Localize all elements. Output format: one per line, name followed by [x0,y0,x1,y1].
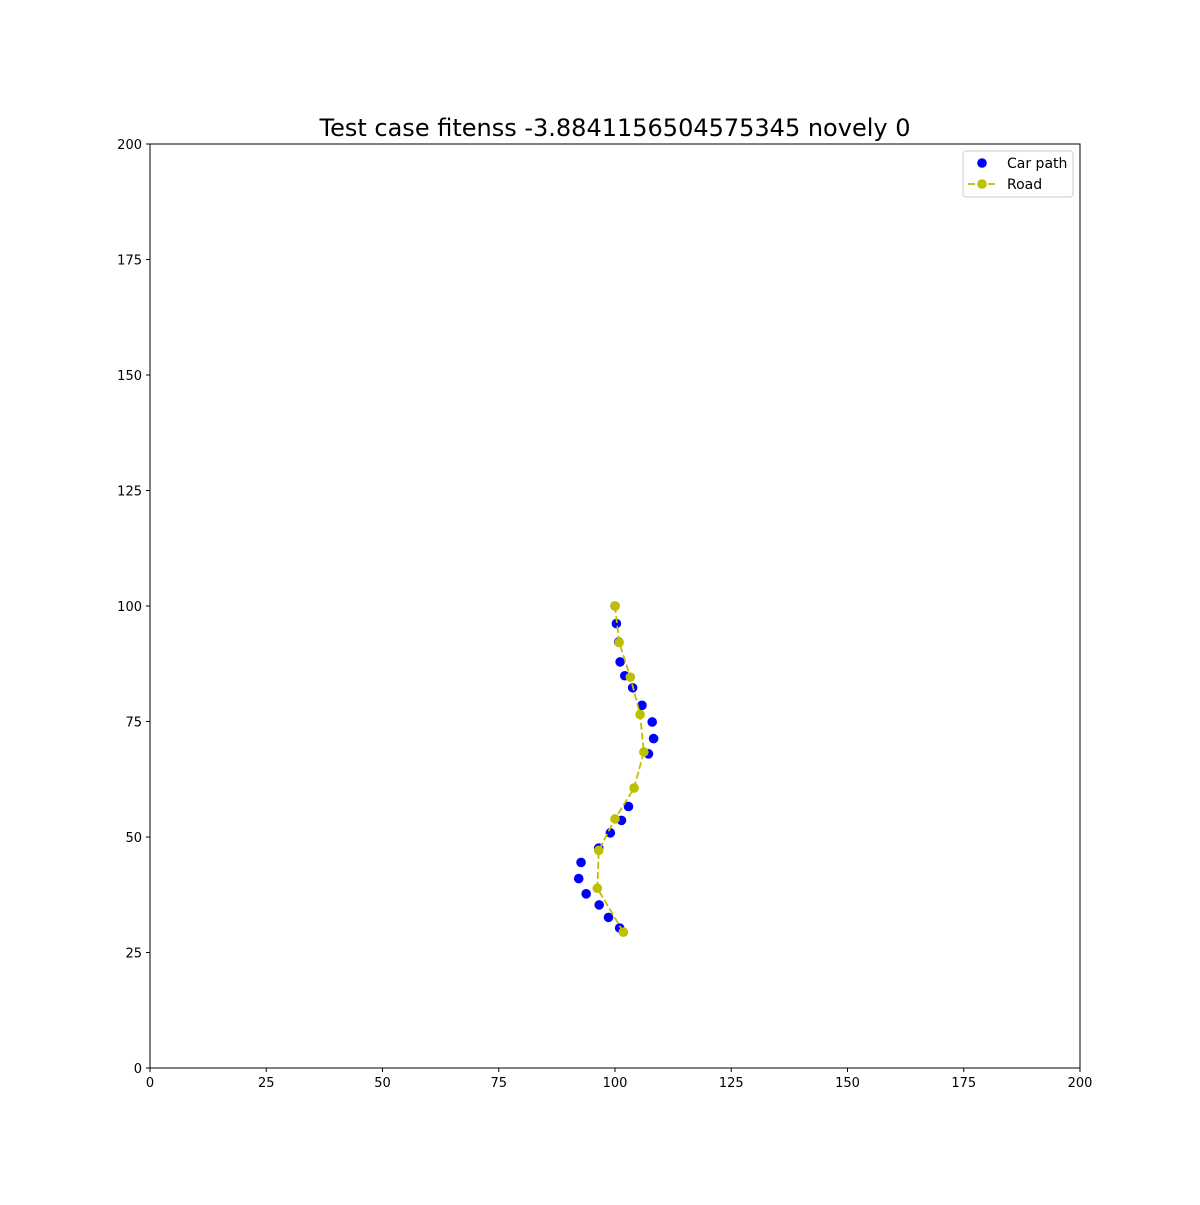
car-path-point [611,618,622,629]
chart-title: Test case fitenss -3.8841156504575345 no… [319,114,911,142]
y-tick-label: 75 [125,716,142,731]
car-path-point [594,900,604,910]
y-tick-label: 100 [117,600,142,615]
road-point [593,845,604,856]
car-path-point [615,657,625,667]
y-tick-label: 25 [125,947,142,962]
legend-box [962,150,1074,198]
legend-road-label: Road [1007,177,1042,193]
car-path-point [623,801,634,812]
x-tick-label: 75 [490,1076,507,1091]
plot-area [573,601,659,937]
car-path-point [576,857,586,868]
car-path-point [605,828,616,838]
legend-road-marker [977,179,987,189]
axes-frame [149,143,1081,1069]
axis-ticks: 0 25 50 75 100 125 150 175 200 0 25 50 75 100 125 150 17… [117,138,1092,1091]
y-tick-label: 125 [117,485,142,500]
road-point [618,927,629,937]
road-point [614,637,624,648]
x-tick-label: 200 [1068,1076,1093,1091]
x-tick-label: 50 [374,1076,391,1091]
car-path-point [647,717,657,727]
road-line [596,605,645,933]
car-path-point [637,700,647,711]
x-tick-label: 125 [719,1076,744,1091]
car-path-point [581,889,591,899]
x-tick-label: 175 [951,1076,976,1091]
road-point [625,672,636,682]
legend-car-path-label: Car path [1007,156,1067,172]
x-tick-label: 100 [603,1076,628,1091]
road-point [635,709,645,720]
y-tick-label: 175 [117,254,142,269]
legend: Car path Road [962,150,1074,198]
x-tick-label: 25 [258,1076,275,1091]
car-path-point [573,873,584,884]
y-tick-label: 150 [117,369,142,384]
legend-car-path-marker [977,158,987,168]
y-tick-label: 200 [117,138,142,153]
car-path-point [648,733,659,744]
y-tick-label: 0 [134,1062,142,1077]
x-tick-label: 150 [835,1076,860,1091]
road-point [639,747,649,757]
x-tick-label: 0 [146,1076,154,1091]
car-path-point [603,912,614,923]
road-point [592,883,603,894]
road-point [610,601,620,611]
road-point [610,814,620,824]
y-tick-label: 50 [125,831,142,846]
road-point [629,783,639,793]
